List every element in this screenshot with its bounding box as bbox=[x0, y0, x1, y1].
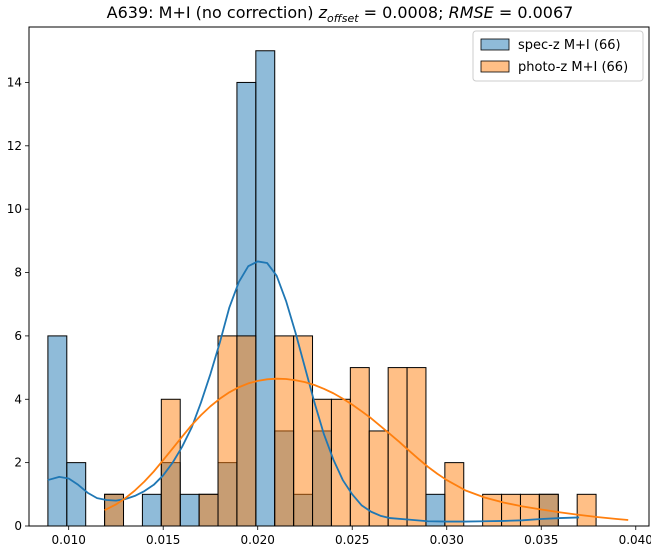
y-tick-label: 6 bbox=[14, 329, 22, 343]
legend-swatch-spec-z bbox=[480, 38, 510, 51]
x-tick-label: 0.010 bbox=[52, 533, 86, 547]
photo-z-kde-line bbox=[104, 377, 629, 521]
legend-label-photo-z: photo-z M+I (66) bbox=[518, 60, 628, 75]
x-tick-label: 0.015 bbox=[146, 533, 180, 547]
spec-z-bar bbox=[141, 493, 162, 527]
spec-z-bar bbox=[255, 50, 276, 527]
photo-z-bar bbox=[236, 335, 257, 527]
photo-z-bars bbox=[104, 335, 597, 527]
x-tick-label: 0.040 bbox=[619, 533, 651, 547]
y-tick-label: 10 bbox=[7, 202, 22, 216]
x-tick-label: 0.025 bbox=[335, 533, 369, 547]
axes-frame bbox=[28, 26, 650, 527]
y-tick-label: 8 bbox=[14, 266, 22, 280]
y-tick-label: 4 bbox=[14, 392, 22, 406]
x-axis-ticks: 0.010 0.015 0.020 0.025 0.030 0.035 0.040 bbox=[52, 526, 651, 547]
legend-box bbox=[472, 30, 644, 82]
photo-z-bar bbox=[217, 335, 238, 527]
x-tick-label: 0.020 bbox=[241, 533, 275, 547]
y-tick-label: 2 bbox=[14, 456, 22, 470]
spec-z-bar bbox=[47, 335, 68, 527]
y-tick-label: 14 bbox=[7, 75, 22, 89]
photo-z-bar bbox=[444, 462, 465, 527]
kde-curves bbox=[47, 260, 629, 523]
photo-z-bar bbox=[274, 335, 295, 527]
photo-z-bar bbox=[519, 493, 540, 527]
x-tick-label: 0.030 bbox=[430, 533, 464, 547]
photo-z-bar bbox=[576, 493, 597, 527]
x-tick-label: 0.035 bbox=[524, 533, 558, 547]
y-tick-label: 0 bbox=[14, 519, 22, 533]
legend-label-spec-z: spec-z M+I (66) bbox=[518, 38, 621, 53]
chart-title: A639: M+I (no correction) zoffset = 0.00… bbox=[107, 3, 574, 25]
spec-z-bar bbox=[66, 462, 87, 527]
legend-swatch-photo-z bbox=[480, 60, 510, 73]
photo-z-bar bbox=[312, 398, 332, 527]
y-tick-label: 12 bbox=[7, 139, 22, 153]
legend: spec-z M+I (66) photo-z M+I (66) bbox=[472, 30, 644, 82]
spec-z-bar bbox=[179, 493, 200, 527]
photo-z-bar bbox=[198, 493, 219, 527]
y-axis-ticks: 0 2 4 6 8 10 12 14 bbox=[7, 75, 29, 533]
photo-z-bar bbox=[160, 398, 181, 527]
photo-z-bar bbox=[293, 335, 314, 527]
photo-z-bar bbox=[406, 367, 427, 527]
